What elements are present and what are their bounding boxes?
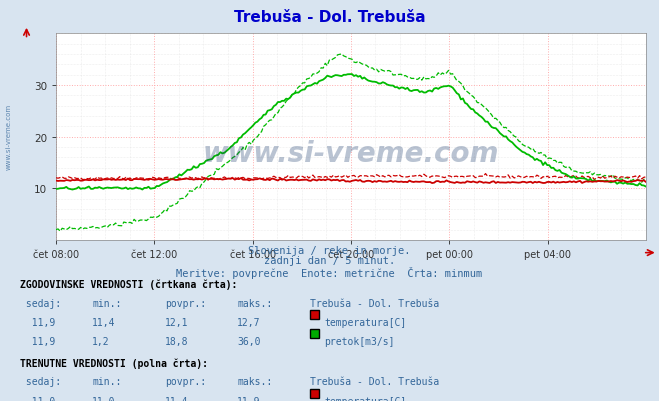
Text: 11,9: 11,9	[20, 336, 55, 346]
Text: pretok[m3/s]: pretok[m3/s]	[324, 336, 395, 346]
Text: TRENUTNE VREDNOSTI (polna črta):: TRENUTNE VREDNOSTI (polna črta):	[20, 357, 208, 368]
Text: 11,4: 11,4	[92, 317, 116, 327]
Text: 12,7: 12,7	[237, 317, 261, 327]
Text: sedaj:: sedaj:	[20, 298, 61, 308]
Text: 18,8: 18,8	[165, 336, 188, 346]
Text: 11,4: 11,4	[165, 396, 188, 401]
Text: 11,0: 11,0	[92, 396, 116, 401]
Text: ZGODOVINSKE VREDNOSTI (črtkana črta):: ZGODOVINSKE VREDNOSTI (črtkana črta):	[20, 279, 237, 289]
Text: 11,9: 11,9	[20, 317, 55, 327]
Text: 36,0: 36,0	[237, 336, 261, 346]
Text: Slovenija / reke in morje.: Slovenija / reke in morje.	[248, 245, 411, 255]
Text: povpr.:: povpr.:	[165, 298, 206, 308]
Text: temperatura[C]: temperatura[C]	[324, 317, 407, 327]
Text: www.si-vreme.com: www.si-vreme.com	[5, 103, 11, 169]
Text: maks.:: maks.:	[237, 377, 272, 387]
Text: 11,9: 11,9	[237, 396, 261, 401]
Text: 1,2: 1,2	[92, 336, 110, 346]
Text: Trebuša - Dol. Trebuša: Trebuša - Dol. Trebuša	[234, 10, 425, 25]
Text: min.:: min.:	[92, 298, 122, 308]
Text: Trebuša - Dol. Trebuša: Trebuša - Dol. Trebuša	[310, 377, 439, 387]
Text: povpr.:: povpr.:	[165, 377, 206, 387]
Text: sedaj:: sedaj:	[20, 377, 61, 387]
Text: temperatura[C]: temperatura[C]	[324, 396, 407, 401]
Text: 11,0: 11,0	[20, 396, 55, 401]
Text: www.si-vreme.com: www.si-vreme.com	[203, 140, 499, 168]
Text: min.:: min.:	[92, 377, 122, 387]
Text: Trebuša - Dol. Trebuša: Trebuša - Dol. Trebuša	[310, 298, 439, 308]
Text: Meritve: povprečne  Enote: metrične  Črta: minmum: Meritve: povprečne Enote: metrične Črta:…	[177, 266, 482, 278]
Text: zadnji dan / 5 minut.: zadnji dan / 5 minut.	[264, 256, 395, 266]
Text: maks.:: maks.:	[237, 298, 272, 308]
Text: 12,1: 12,1	[165, 317, 188, 327]
